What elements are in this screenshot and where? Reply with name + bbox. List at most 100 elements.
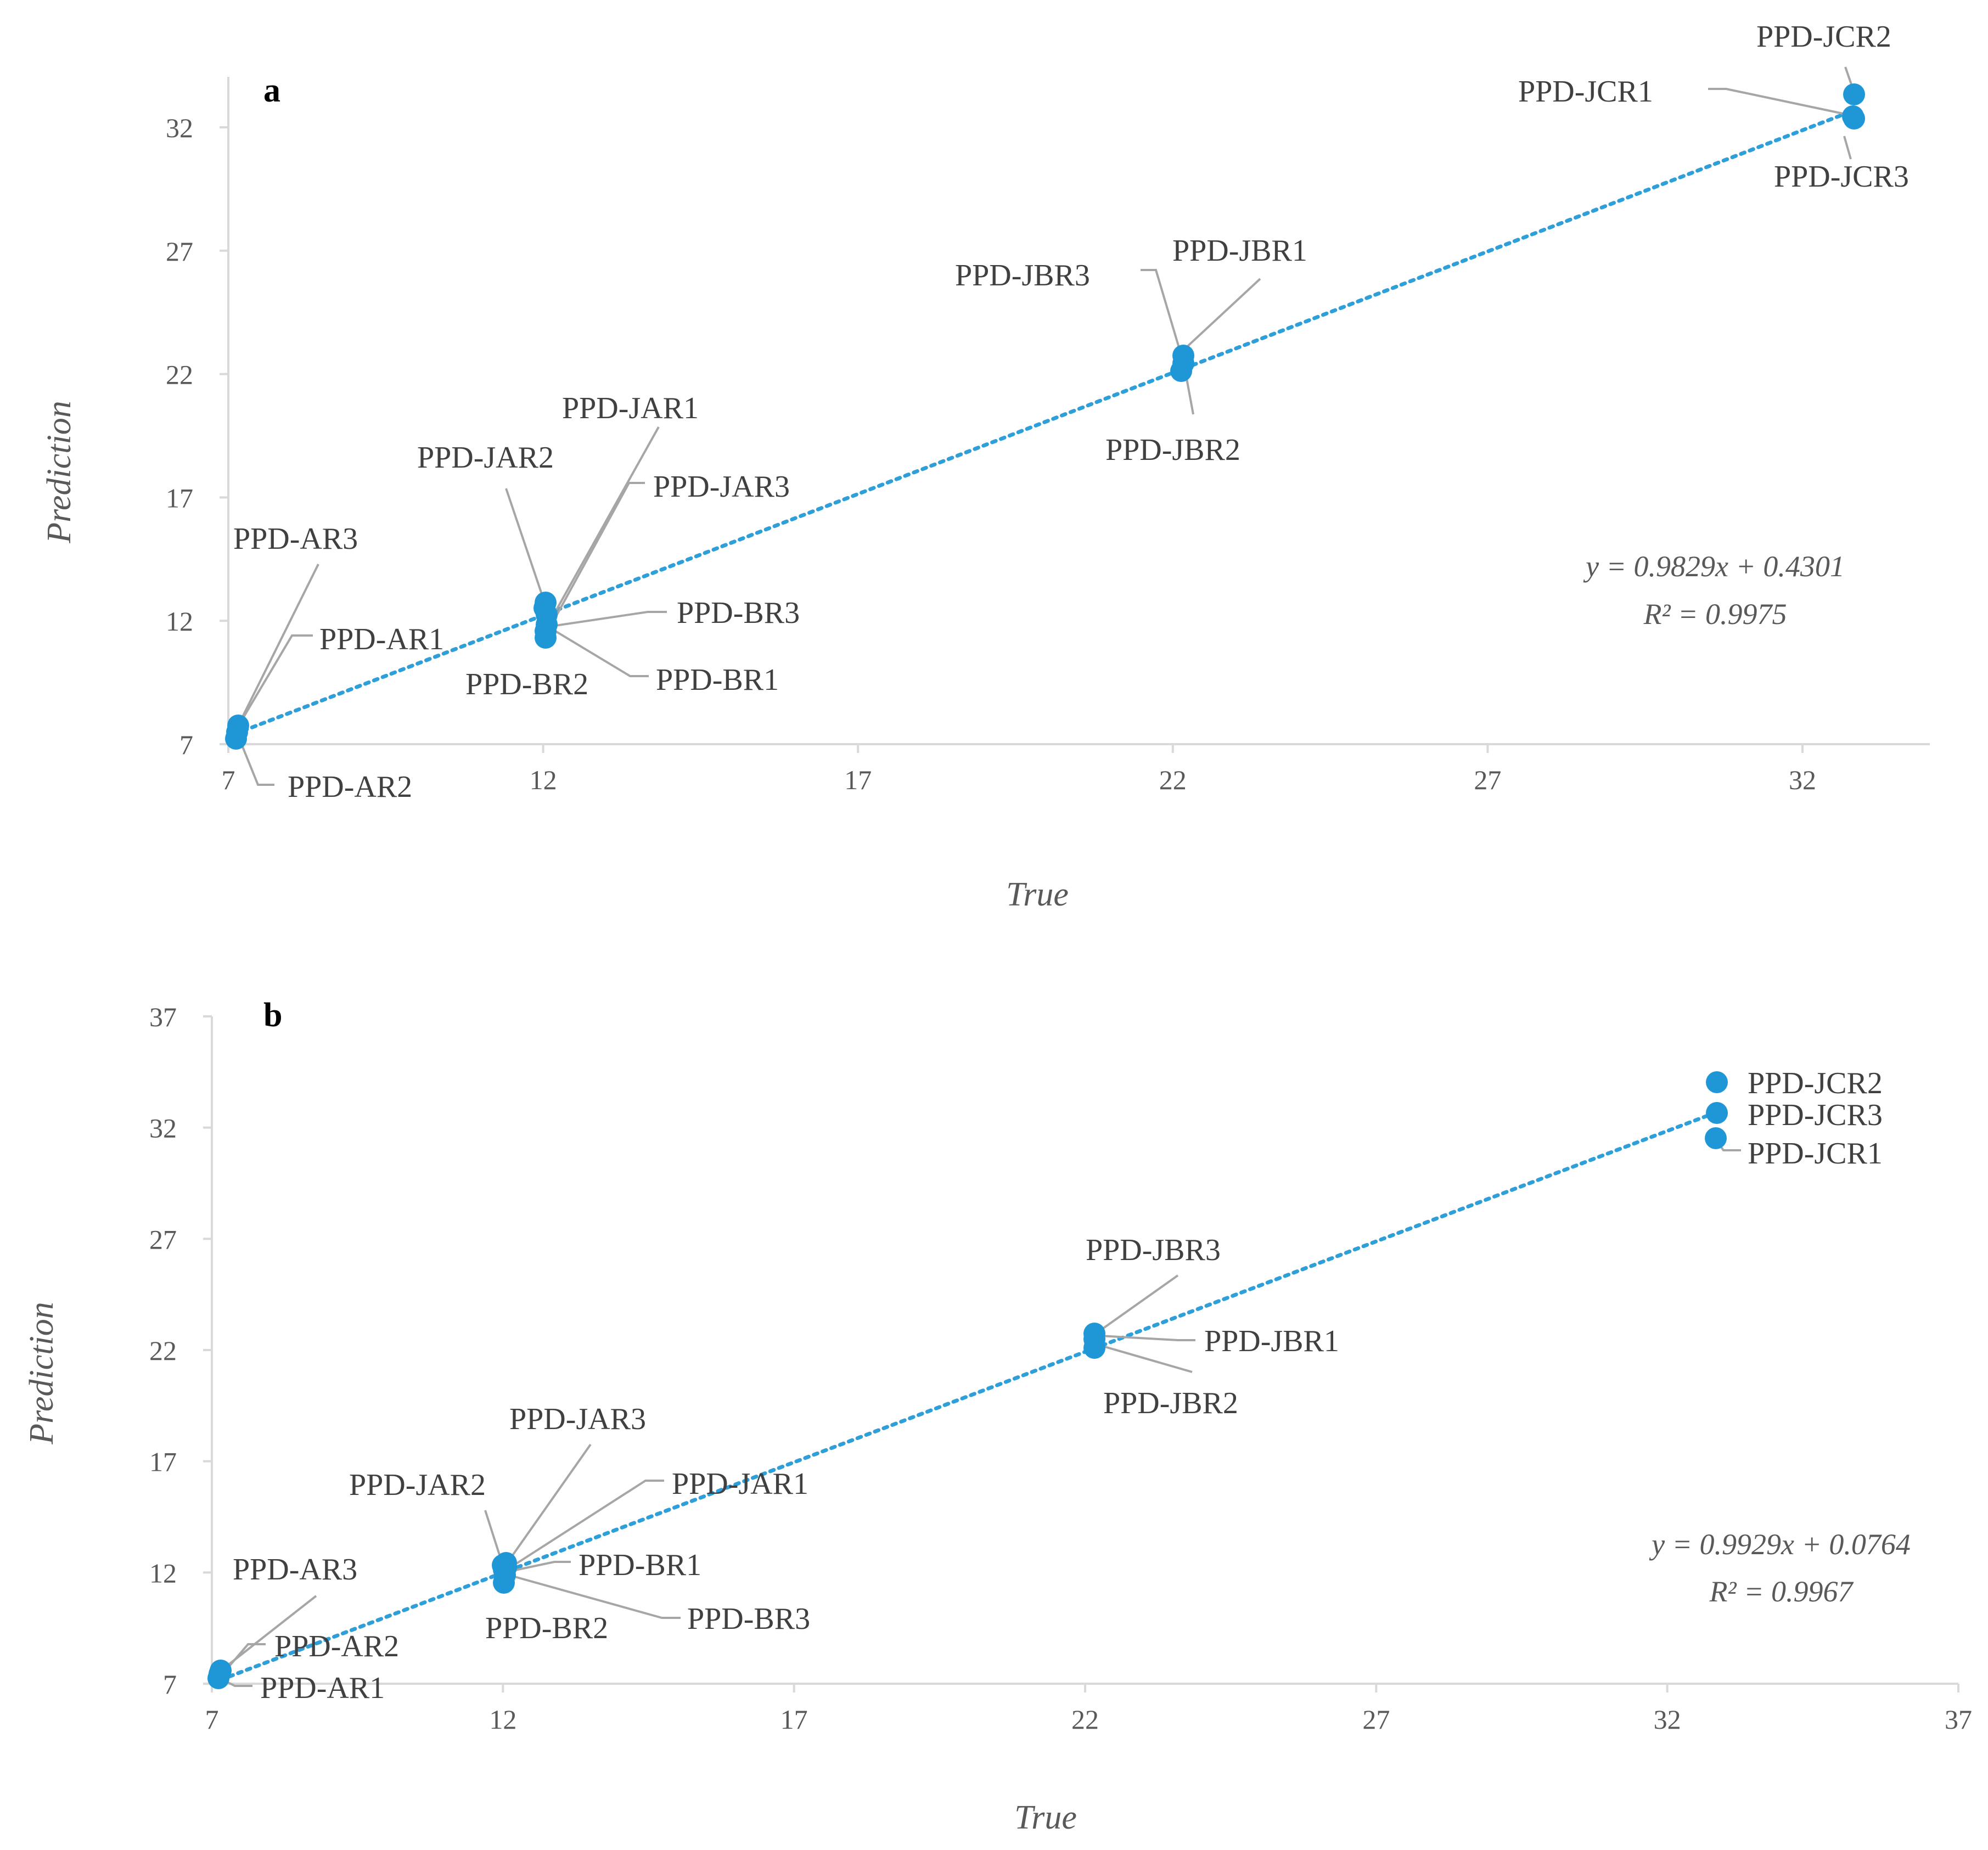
y-tick-label: 7 bbox=[179, 729, 193, 760]
point-label: PPD-BR1 bbox=[656, 663, 779, 697]
point-label: PPD-BR3 bbox=[677, 596, 800, 630]
data-point bbox=[1083, 1323, 1105, 1345]
panel-a-y-axis-title: Prediction bbox=[41, 401, 78, 543]
x-tick-label: 22 bbox=[1159, 764, 1187, 795]
point-label: PPD-JCR2 bbox=[1748, 1066, 1883, 1100]
x-tick-label: 32 bbox=[1654, 1704, 1681, 1735]
data-point bbox=[1172, 352, 1194, 374]
y-tick-label: 17 bbox=[149, 1447, 177, 1477]
x-tick-label: 12 bbox=[489, 1704, 516, 1735]
leader-line bbox=[1141, 269, 1181, 352]
point-label: PPD-BR3 bbox=[687, 1602, 810, 1636]
x-tick-label: 12 bbox=[530, 764, 557, 795]
data-point bbox=[210, 1660, 232, 1682]
data-point bbox=[1705, 1127, 1727, 1149]
leader-line bbox=[555, 611, 667, 627]
y-tick-label: 27 bbox=[166, 236, 193, 267]
panel-b-ticks: 7 12 17 22 27 32 37 7 12 17 22 27 32 37 bbox=[149, 1002, 1972, 1735]
panel-b-trendline bbox=[227, 1111, 1716, 1679]
x-tick-label: 7 bbox=[205, 1704, 219, 1735]
panel-b-letter: b bbox=[263, 997, 282, 1034]
leader-line bbox=[1843, 136, 1852, 160]
leader-line bbox=[1186, 378, 1194, 415]
point-label: PPD-JAR3 bbox=[509, 1402, 646, 1436]
leader-line bbox=[1098, 1274, 1179, 1332]
leader-line bbox=[1182, 278, 1261, 351]
x-tick-label: 7 bbox=[222, 764, 235, 795]
leader-line bbox=[505, 488, 549, 612]
panel-a-equation: y = 0.9829x + 0.4301 bbox=[1583, 550, 1845, 583]
panel-a-trendline bbox=[232, 109, 1855, 736]
leader-line bbox=[221, 1643, 266, 1676]
point-label: PPD-JAR1 bbox=[562, 391, 699, 425]
point-label: PPD-AR1 bbox=[260, 1671, 385, 1705]
panel-a-letter: a bbox=[263, 72, 280, 109]
panel-b-x-axis-title: True bbox=[1014, 1799, 1077, 1836]
leader-line bbox=[218, 1595, 317, 1673]
panel-a-points bbox=[225, 83, 1865, 750]
y-tick-label: 22 bbox=[166, 359, 193, 390]
point-label: PPD-BR2 bbox=[485, 1611, 608, 1645]
y-tick-label: 27 bbox=[149, 1224, 177, 1255]
point-label: PPD-JBR2 bbox=[1105, 433, 1240, 467]
leader-line bbox=[1099, 1335, 1195, 1341]
leader-line bbox=[553, 426, 660, 614]
x-tick-label: 27 bbox=[1362, 1704, 1390, 1735]
point-label: PPD-AR3 bbox=[233, 1553, 357, 1587]
point-label: PPD-AR2 bbox=[288, 770, 412, 804]
y-tick-label: 12 bbox=[166, 606, 193, 637]
point-label: PPD-JAR3 bbox=[653, 470, 790, 504]
point-label: PPD-BR2 bbox=[465, 667, 588, 701]
point-label: PPD-JCR3 bbox=[1774, 160, 1909, 194]
x-tick-label: 27 bbox=[1474, 764, 1501, 795]
panel-b-equation: y = 0.9929x + 0.0764 bbox=[1649, 1528, 1911, 1561]
leader-line bbox=[506, 1443, 592, 1564]
panel-b-leader-lines bbox=[218, 1137, 1741, 1687]
x-tick-label: 17 bbox=[780, 1704, 808, 1735]
point-label: PPD-JCR3 bbox=[1748, 1098, 1883, 1132]
leader-line bbox=[512, 1561, 571, 1572]
point-label: PPD-AR3 bbox=[233, 522, 358, 556]
leader-line bbox=[1100, 1345, 1193, 1373]
y-tick-label: 32 bbox=[149, 1113, 177, 1144]
point-label: PPD-JAR2 bbox=[349, 1468, 486, 1502]
panel-b-y-axis-title: Prediction bbox=[23, 1302, 60, 1444]
data-point bbox=[1706, 1102, 1728, 1124]
panel-b-points bbox=[207, 1071, 1728, 1689]
data-point bbox=[536, 604, 558, 626]
x-tick-label: 37 bbox=[1945, 1704, 1972, 1735]
leader-line bbox=[235, 564, 319, 730]
point-label: PPD-JBR3 bbox=[955, 258, 1090, 293]
y-tick-label: 17 bbox=[166, 482, 193, 513]
point-label: PPD-JBR1 bbox=[1172, 234, 1307, 268]
leader-line bbox=[238, 738, 274, 786]
leader-line bbox=[512, 1575, 681, 1619]
point-label: PPD-JCR2 bbox=[1756, 20, 1891, 54]
point-label: PPD-JAR1 bbox=[672, 1467, 808, 1501]
panel-a-r-squared: R² = 0.9975 bbox=[1643, 598, 1787, 631]
leader-line bbox=[509, 1480, 664, 1568]
leader-line bbox=[1708, 88, 1851, 116]
point-label: PPD-JBR1 bbox=[1204, 1324, 1339, 1358]
x-tick-label: 17 bbox=[844, 764, 872, 795]
x-tick-label: 22 bbox=[1071, 1704, 1099, 1735]
leader-line bbox=[554, 630, 649, 677]
y-tick-label: 12 bbox=[149, 1557, 177, 1588]
point-label: PPD-JCR1 bbox=[1518, 75, 1653, 109]
panel-a-x-axis-title: True bbox=[1006, 876, 1069, 913]
panel-a-ticks: 7 12 17 22 27 32 7 12 17 22 27 32 bbox=[166, 113, 1816, 795]
data-point bbox=[1843, 83, 1865, 105]
y-tick-label: 22 bbox=[149, 1335, 177, 1366]
point-label: PPD-AR2 bbox=[274, 1629, 399, 1663]
data-point bbox=[227, 715, 249, 736]
data-point bbox=[1843, 108, 1865, 130]
leader-line bbox=[235, 634, 313, 731]
point-label: PPD-JBR3 bbox=[1086, 1233, 1221, 1267]
data-point bbox=[1706, 1071, 1728, 1093]
panel-a-leader-lines bbox=[235, 66, 1855, 786]
point-label: PPD-AR1 bbox=[319, 622, 444, 656]
panel-b-r-squared: R² = 0.9967 bbox=[1709, 1575, 1854, 1608]
